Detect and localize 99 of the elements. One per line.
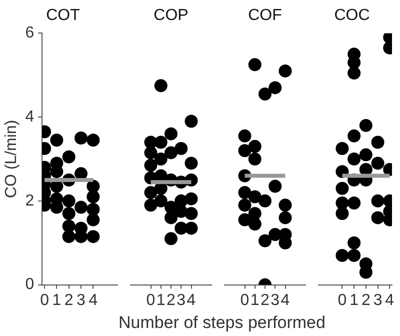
- point: [174, 204, 188, 218]
- chart-title: COF: [248, 7, 282, 24]
- point: [164, 127, 178, 140]
- point: [238, 186, 252, 200]
- y-tick-label: 2: [25, 192, 34, 210]
- point: [238, 129, 252, 142]
- point: [144, 146, 158, 160]
- point: [50, 165, 64, 178]
- point: [62, 150, 76, 164]
- point: [359, 266, 372, 279]
- point: [248, 207, 262, 220]
- point: [144, 158, 158, 172]
- point: [348, 236, 361, 250]
- point: [144, 198, 158, 212]
- point: [238, 144, 252, 158]
- point: [348, 56, 361, 70]
- point: [336, 248, 349, 262]
- point: [336, 207, 349, 220]
- point: [62, 194, 76, 208]
- point: [184, 192, 198, 206]
- x-tick-label: 2: [260, 292, 270, 309]
- point: [154, 79, 168, 92]
- point: [278, 211, 292, 224]
- point: [248, 217, 262, 230]
- x-tick-label: 4: [280, 292, 290, 309]
- chart-title: COC: [334, 7, 370, 24]
- point: [86, 230, 100, 244]
- point: [348, 152, 361, 166]
- point: [248, 140, 262, 153]
- x-tick-label: 2: [361, 292, 370, 309]
- point: [164, 232, 178, 246]
- x-tick-label: 4: [186, 292, 196, 309]
- x-tick-label: 3: [373, 292, 382, 309]
- point: [359, 148, 372, 162]
- point: [74, 230, 88, 244]
- point: [248, 190, 262, 204]
- point: [278, 198, 292, 212]
- point: [248, 58, 262, 72]
- point: [278, 64, 292, 78]
- point: [184, 222, 198, 235]
- point: [258, 194, 272, 208]
- point: [348, 66, 361, 80]
- x-tick-label: 4: [88, 292, 98, 309]
- point: [86, 134, 100, 147]
- point: [268, 180, 282, 193]
- point: [371, 156, 384, 170]
- x-tick-label: 0: [40, 292, 50, 309]
- point: [154, 194, 168, 208]
- x-tick-label: 4: [385, 292, 394, 309]
- x-tick-label: 2: [166, 292, 176, 309]
- y-tick-label: 0: [25, 276, 34, 294]
- chart-title: COT: [46, 7, 80, 24]
- point: [371, 211, 384, 224]
- point: [371, 136, 384, 149]
- point: [50, 200, 64, 214]
- x-tick-label: 1: [52, 292, 62, 309]
- y-axis-title: CO (L/min): [3, 120, 20, 198]
- y-tick-label: 4: [25, 108, 34, 126]
- point: [174, 142, 188, 156]
- point: [348, 196, 361, 210]
- x-tick-label: 1: [250, 292, 260, 309]
- point: [154, 136, 168, 149]
- x-axis-title: Number of steps performed: [118, 312, 326, 334]
- point: [74, 132, 88, 145]
- x-tick-label: 2: [64, 292, 74, 309]
- point: [86, 190, 100, 204]
- point: [86, 213, 100, 226]
- point: [74, 200, 88, 214]
- point: [238, 198, 252, 212]
- x-tick-label: 3: [176, 292, 186, 309]
- point: [184, 114, 198, 128]
- point: [359, 118, 372, 132]
- x-tick-label: 3: [76, 292, 86, 309]
- point: [258, 234, 272, 248]
- point: [144, 186, 158, 200]
- x-tick-label: 1: [350, 292, 359, 309]
- point: [258, 88, 272, 101]
- point: [164, 146, 178, 160]
- point: [248, 152, 262, 166]
- x-tick-label: 0: [146, 292, 156, 309]
- point: [164, 211, 178, 224]
- point: [371, 194, 384, 208]
- point: [348, 129, 361, 142]
- point: [50, 134, 64, 147]
- point: [336, 142, 349, 156]
- point: [62, 230, 76, 244]
- x-tick-label: 1: [156, 292, 166, 309]
- point: [336, 182, 349, 195]
- x-tick-label: 0: [240, 292, 250, 309]
- chart-title: COP: [154, 7, 188, 24]
- y-tick-label: 6: [25, 24, 34, 42]
- point: [154, 152, 168, 166]
- point: [348, 248, 361, 262]
- point: [184, 156, 198, 170]
- x-tick-label: 3: [270, 292, 280, 309]
- point: [184, 207, 198, 220]
- point: [62, 207, 76, 220]
- point: [268, 81, 282, 94]
- x-tick-label: 0: [338, 292, 347, 309]
